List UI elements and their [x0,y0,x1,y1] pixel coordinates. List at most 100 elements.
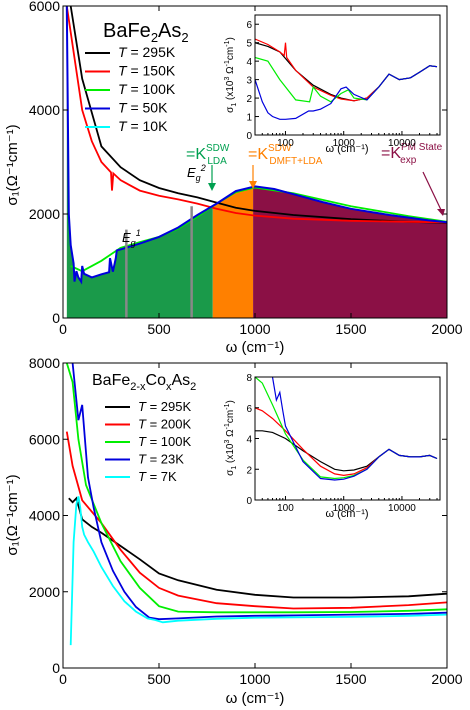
bottom-inset-series [255,377,438,481]
top-inset-ytick-label: 3 [246,76,252,87]
legend-entry: T = 200K [138,417,191,432]
bottom-inset-x-label: ω (cm⁻¹) [325,508,368,520]
top-xtick-label: 2000 [431,321,462,337]
bottom-xtick-label: 2000 [431,671,462,687]
top-inset-ytick-label: 4 [246,57,252,68]
top-inset-x-label: ω (cm⁻¹) [325,143,368,155]
k-dmft-arrowhead [249,181,257,189]
top-series-50K [65,6,447,285]
bottom-inset-series-3 [271,377,438,481]
bottom-legend: T = 295K T = 200K T = 100K T = 23K T = 7K [105,399,191,484]
bottom-xtick-label: 0 [59,671,67,687]
bottom-inset-y-label: σ1 (x103 Ω-1cm-1) [224,400,238,476]
top-xtick-label: 1000 [239,321,270,337]
bottom-ytick-label: 6000 [29,431,60,447]
bottom-inset-ytick-label: 2 [246,465,252,476]
bottom-inset-ytick-label: 8 [246,373,252,384]
legend-entry: T = 10K [118,118,168,134]
bottom-panel-title: BaFe2-xCoxAs2 [92,372,196,393]
legend-entry: T = 50K [118,100,168,116]
top-inset-xtick-label: 100 [277,138,294,149]
bottom-xtick-label: 500 [147,671,171,687]
bottom-series-200K [65,431,447,610]
bottom-inset-ytick-label: 4 [246,435,252,446]
k-exp-arrow [422,171,443,213]
top-y-ticks: 0 2000 4000 6000 [29,0,447,326]
k-dmft-label: =KSDW DMFT+LDA [248,143,323,167]
top-legend: T = 295K T = 150K T = 100K T = 50K T = 10K [85,44,176,134]
top-inset-frame [254,14,441,136]
bottom-inset-xtick-label: 10000 [388,503,416,514]
fill-lda-region [66,6,213,318]
bottom-ytick-label: 8000 [29,355,60,371]
top-ytick-label: 0 [52,310,60,326]
legend-entry: T = 295K [138,399,191,414]
k-exp-label: =KPM State exp [381,142,443,166]
fill-dmft-region [212,186,254,318]
legend-entry: T = 7K [138,469,177,484]
eg2-label: Eg2 [187,163,206,183]
k-exp-arrowhead [437,209,445,216]
top-inset-ytick-label: 6 [246,20,252,31]
k-lda-label: =KSDW LDA [186,143,230,167]
bottom-xtick-label: 1500 [335,671,366,687]
bottom-x-ticks: 0 500 1000 1500 2000 [59,363,463,687]
bottom-series-7K [69,496,447,646]
top-ytick-label: 6000 [29,0,60,14]
legend-entry: T = 23K [138,452,184,467]
top-inset: 100 1000 10000 0 1 2 3 4 5 6 ω (cm⁻¹) σ1 (x103 Ω-… [224,14,441,155]
bottom-inset-ytick-label: 0 [246,496,252,507]
bottom-ytick-label: 0 [52,660,60,676]
top-series-295K [69,6,447,224]
top-panel-title: BaFe2As2 [103,20,189,45]
bottom-y-ticks: 0 2000 4000 6000 8000 [29,355,447,676]
top-inset-series-3 [255,65,438,120]
legend-entry: T = 100K [138,434,191,449]
legend-entry: T = 295K [118,44,176,60]
bottom-inset-xtick-label: 100 [277,503,294,514]
top-xtick-label: 0 [59,321,67,337]
bottom-inset-ytick-label: 6 [246,404,252,415]
legend-entry: T = 150K [118,63,176,79]
top-inset-background [255,15,440,135]
top-inset-ticks: 100 1000 10000 0 1 2 3 4 5 6 [246,20,438,149]
bottom-series-23K [71,363,447,621]
legend-entry: T = 100K [118,81,176,97]
top-ytick-label: 2000 [29,206,60,222]
bottom-series-lines [65,363,447,646]
top-y-axis-label: σ₁(Ω⁻¹cm⁻¹) [4,124,21,205]
top-series-100K [70,186,447,273]
top-x-ticks: 0 500 1000 1500 2000 [59,6,463,337]
top-xtick-label: 500 [147,321,171,337]
bottom-inset-ticks: 100 1000 10000 0 2 4 6 8 [246,373,438,514]
top-inset-ytick-label: 0 [246,131,252,142]
top-inset-y-label: σ1 (x103 Ω-1cm-1) [224,37,238,113]
top-inset-series [255,38,438,120]
top-x-axis-label: ω (cm⁻¹) [226,339,285,356]
bottom-inset: 100 1000 10000 0 2 4 6 8 ω (cm⁻¹) σ1 (x103 Ω-1c… [224,373,441,520]
bottom-inset-background [255,377,440,500]
top-inset-xtick-label: 1000 [333,138,356,149]
top-inset-ytick-label: 2 [246,94,252,105]
bottom-ytick-label: 2000 [29,584,60,600]
eg1-label: Eg1 [122,228,141,248]
top-inset-ytick-label: 1 [246,113,252,124]
k-lda-arrowhead [208,183,216,191]
bottom-series-100K [65,363,447,614]
top-ytick-label: 4000 [29,102,60,118]
bottom-y-axis-label: σ₁(Ω⁻¹cm⁻¹) [4,474,21,555]
bottom-x-axis-label: ω (cm⁻¹) [226,690,285,707]
top-xtick-label: 1500 [335,321,366,337]
bottom-inset-xtick-label: 1000 [333,503,356,514]
top-series-150K [65,6,447,224]
top-series-lines [65,6,447,285]
bottom-series-295K [68,496,447,599]
top-inset-ytick-label: 5 [246,39,252,50]
bottom-ytick-label: 4000 [29,508,60,524]
bottom-xtick-label: 1000 [239,671,270,687]
gap-markers [125,206,193,318]
top-inset-xtick-label: 10000 [388,138,416,149]
